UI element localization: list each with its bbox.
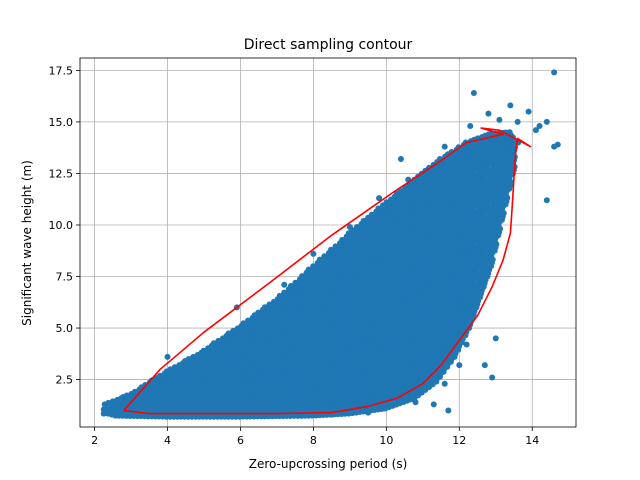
scatter-point xyxy=(532,127,539,134)
scatter-point xyxy=(489,374,496,381)
scatter-point xyxy=(551,69,558,76)
axes-frame xyxy=(79,57,577,428)
scatter-point xyxy=(139,399,145,406)
y-axis-ticks: 2.5 5.0 7.5 10.0 12.5 15.0 17.5 xyxy=(49,64,80,387)
scatter-point xyxy=(525,108,532,115)
y-tick-label: 5.0 xyxy=(56,322,74,335)
scatter-point xyxy=(412,399,419,406)
scatter-point xyxy=(507,102,514,109)
scatter-point xyxy=(496,116,503,123)
contour-layer xyxy=(123,127,532,415)
x-tick-label: 6 xyxy=(237,434,244,447)
scatter-point xyxy=(244,329,251,336)
scatter-point xyxy=(441,143,448,150)
x-axis-label: Zero-upcrossing period (s) xyxy=(249,457,408,471)
x-tick-label: 14 xyxy=(525,434,539,447)
scatter-point xyxy=(430,401,437,408)
y-axis-label: Significant wave height (m) xyxy=(20,160,34,326)
scatter-point xyxy=(365,409,372,416)
scatter-point xyxy=(543,118,550,125)
scatter-point xyxy=(485,242,492,249)
scatter-point xyxy=(346,224,353,231)
scatter-point xyxy=(164,353,171,360)
x-tick-label: 2 xyxy=(91,434,98,447)
y-tick-label: 2.5 xyxy=(56,374,74,387)
scatter-point xyxy=(171,364,178,371)
scatter-point xyxy=(445,407,452,414)
scatter-point xyxy=(536,123,543,130)
contour-line xyxy=(123,127,532,415)
scatter-point xyxy=(100,406,107,413)
scatter-point xyxy=(397,156,404,163)
scatter-point xyxy=(376,195,383,202)
scatter-point xyxy=(485,110,492,117)
x-tick-label: 12 xyxy=(452,434,466,447)
scatter-point xyxy=(478,283,485,290)
y-tick-label: 7.5 xyxy=(56,271,74,284)
scatter-point xyxy=(543,197,550,204)
scatter-point xyxy=(281,281,288,288)
scatter-point xyxy=(470,90,477,97)
scatter-point xyxy=(310,250,317,257)
scatter-point xyxy=(492,197,499,204)
y-tick-label: 17.5 xyxy=(49,64,74,77)
chart-title: Direct sampling contour xyxy=(244,37,413,53)
scatter-point xyxy=(492,335,499,342)
x-tick-label: 4 xyxy=(164,434,171,447)
x-tick-label: 10 xyxy=(379,434,393,447)
scatter-point xyxy=(109,400,116,407)
scatter-point xyxy=(506,129,513,136)
scatter-point xyxy=(463,341,470,348)
scatter-point xyxy=(219,341,226,348)
scatter-point xyxy=(100,410,107,417)
scatter-point xyxy=(401,397,408,404)
y-tick-label: 15.0 xyxy=(49,116,74,129)
x-tick-label: 8 xyxy=(310,434,317,447)
scatter-points xyxy=(100,69,561,420)
y-tick-label: 12.5 xyxy=(49,167,74,180)
scatter-point xyxy=(481,362,488,369)
scatter-point xyxy=(467,123,474,130)
scatter-point xyxy=(500,166,507,173)
scatter-point xyxy=(441,380,448,387)
x-axis-ticks: 2 4 6 8 10 12 14 xyxy=(91,427,539,447)
scatter-point xyxy=(456,362,463,369)
scatter-point xyxy=(113,405,120,412)
scatter-point xyxy=(551,143,558,150)
scatter-point xyxy=(514,118,521,125)
y-tick-label: 10.0 xyxy=(49,219,74,232)
